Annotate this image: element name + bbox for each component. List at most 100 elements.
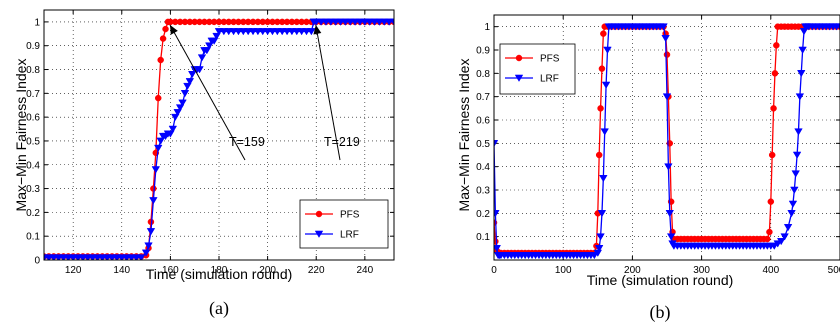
data-point-lrf — [168, 125, 178, 133]
data-point-lrf — [205, 42, 214, 50]
x-tick-labels: 0 100 200 300 400 500 — [491, 265, 840, 276]
data-point-pfs — [663, 51, 671, 58]
data-point-lrf — [594, 245, 604, 253]
data-point-pfs — [600, 30, 607, 37]
y-tick-label: 0 — [34, 256, 40, 267]
y-tick-label: 0.6 — [476, 116, 490, 127]
legend-box — [299, 199, 389, 249]
data-point-pfs — [598, 65, 606, 72]
legend-swatch-marker-lrf — [314, 230, 324, 238]
data-point-lrf — [178, 99, 187, 107]
annotation-arrow-head — [169, 24, 178, 35]
y-tick-label: 1 — [34, 17, 40, 28]
x-tick-label: 500 — [828, 265, 840, 276]
x-tick-label: 0 — [491, 265, 497, 276]
data-point-lrf — [661, 35, 670, 43]
annotation-arrow-line — [315, 24, 341, 161]
data-point-lrf — [780, 233, 789, 241]
annotation-arrow-line — [169, 24, 246, 161]
data-point-lrf — [664, 163, 673, 171]
data-point-pfs — [154, 94, 162, 102]
x-tick-label: 220 — [308, 265, 325, 276]
data-point-lrf — [188, 70, 197, 79]
y-tick-label: 0.1 — [26, 232, 40, 243]
data-point-lrf — [149, 197, 158, 205]
y-tick-label: 0.7 — [476, 92, 490, 103]
data-point-lrf — [185, 78, 195, 86]
data-point-lrf — [141, 249, 151, 257]
data-point-lrf — [659, 23, 668, 31]
y-tick-label: 0.6 — [26, 113, 40, 124]
y-tick-label: 0.3 — [476, 186, 490, 197]
y-tick-label: 0.8 — [476, 69, 490, 80]
data-point-lrf — [790, 186, 799, 194]
data-point-lrf — [197, 54, 207, 62]
x-tick-label: 120 — [65, 265, 82, 276]
data-point-pfs — [159, 35, 167, 42]
annotation-label: T=159 — [229, 135, 265, 149]
data-point-lrf — [494, 210, 500, 218]
data-point-pfs — [766, 228, 773, 236]
x-tick-label: 240 — [356, 265, 373, 276]
data-point-lrf — [183, 82, 192, 91]
y-tick-label: 0.2 — [26, 208, 40, 219]
annotation-arrow-head — [313, 24, 322, 35]
data-point-pfs — [150, 185, 157, 192]
y-tick-label: 0.4 — [476, 162, 490, 173]
data-point-pfs — [162, 25, 169, 33]
x-tick-label: 100 — [555, 265, 572, 276]
data-point-lrf — [307, 28, 316, 36]
series-clip-group — [494, 23, 840, 260]
x-tick-label: 180 — [211, 265, 228, 276]
data-point-lrf — [593, 249, 603, 257]
y-tick-label: 0.8 — [26, 65, 40, 76]
data-point-lrf — [166, 130, 175, 138]
data-point-pfs — [595, 151, 603, 159]
data-point-lrf — [835, 23, 840, 31]
legend-swatch-marker-pfs — [515, 54, 523, 62]
data-point-lrf — [180, 90, 190, 98]
legend-label-pfs: PFS — [540, 54, 560, 65]
chart-panel-a: 120 140 160 180 200 220 240 0 0.1 0.2 0.3 0.4 0.5 0.… — [13, 9, 395, 319]
data-point-lrf — [195, 66, 204, 74]
y-tick-label: 0.5 — [26, 136, 40, 147]
data-point-lrf — [797, 70, 806, 78]
data-point-lrf — [601, 81, 611, 89]
data-point-lrf — [783, 224, 793, 232]
axes-box — [493, 14, 840, 261]
legend-swatch-marker-pfs — [315, 210, 323, 218]
data-point-lrf — [794, 128, 803, 136]
x-tick-label: 200 — [624, 265, 641, 276]
data-point-lrf — [665, 210, 675, 218]
data-point-lrf — [144, 242, 153, 250]
legend-label-lrf: LRF — [540, 74, 559, 85]
data-point-lrf — [788, 200, 798, 208]
legend-swatch-marker-lrf — [514, 74, 524, 82]
data-point-lrf — [666, 233, 676, 241]
data-point-lrf — [156, 137, 165, 145]
data-point-lrf — [212, 32, 221, 41]
x-tick-label: 200 — [259, 265, 276, 276]
y-axis-label: Max−Min Fairness Index — [13, 59, 29, 212]
data-point-pfs — [764, 235, 771, 243]
data-point-pfs — [494, 238, 499, 245]
series-clip-group — [44, 18, 394, 260]
series — [494, 23, 840, 260]
caption-a: (a) — [209, 298, 229, 319]
legend-label-lrf: LRF — [340, 230, 359, 241]
data-point-pfs — [770, 105, 777, 112]
y-tick-label: 0.9 — [26, 41, 40, 52]
data-point-lrf — [603, 46, 612, 54]
data-point-pfs — [768, 151, 776, 159]
data-point-lrf — [173, 109, 182, 117]
y-tick-label: 0.2 — [476, 209, 490, 220]
data-point-lrf — [494, 140, 499, 148]
data-point-lrf — [600, 128, 609, 136]
annotation-label: T=219 — [324, 135, 360, 149]
x-axis-label: Time (simulation round) — [146, 266, 293, 282]
legend: PFS LRF — [299, 199, 389, 249]
series — [44, 18, 394, 260]
x-tick-label: 160 — [162, 265, 179, 276]
y-tick-labels: 0.1 0.2 0.3 0.4 0.5 0.6 0.7 0.8 0.9 1 — [476, 22, 490, 243]
